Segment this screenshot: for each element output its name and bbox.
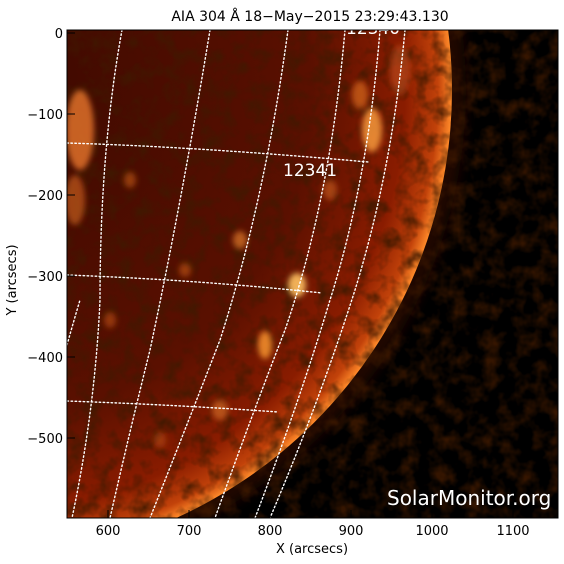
- y-tick-label: −400: [27, 351, 63, 366]
- y-tick-label: −200: [27, 189, 63, 204]
- bright-patches: [67, 45, 410, 448]
- y-tick-label: −100: [27, 108, 63, 123]
- x-tick-label: 1100: [496, 524, 529, 539]
- x-tick-label: 900: [339, 524, 364, 539]
- heliographic-grid: [67, 30, 406, 518]
- y-axis: [67, 32, 75, 439]
- y-axis-label: Y (arcsecs): [5, 244, 20, 316]
- x-tick-label: 800: [258, 524, 283, 539]
- x-axis: [107, 510, 514, 518]
- y-tick-label: −500: [27, 432, 63, 447]
- x-tick-label: 700: [177, 524, 202, 539]
- region-label-12340: 12340: [346, 19, 400, 39]
- region-label-12344: 12344: [88, 14, 142, 34]
- x-tick-label: 1000: [415, 524, 448, 539]
- chromosphere-texture: [67, 30, 558, 518]
- x-axis-label: X (arcsecs): [276, 542, 348, 557]
- y-tick-label: −300: [27, 270, 63, 285]
- watermark: SolarMonitor.org: [387, 486, 551, 510]
- region-label-12341: 12341: [283, 161, 337, 181]
- figure-title: AIA 304 Å 18−May−2015 23:29:43.130: [171, 8, 448, 25]
- y-tick-label: 0: [55, 27, 63, 42]
- x-tick-label: 600: [96, 524, 121, 539]
- plot-frame: [66, 29, 559, 519]
